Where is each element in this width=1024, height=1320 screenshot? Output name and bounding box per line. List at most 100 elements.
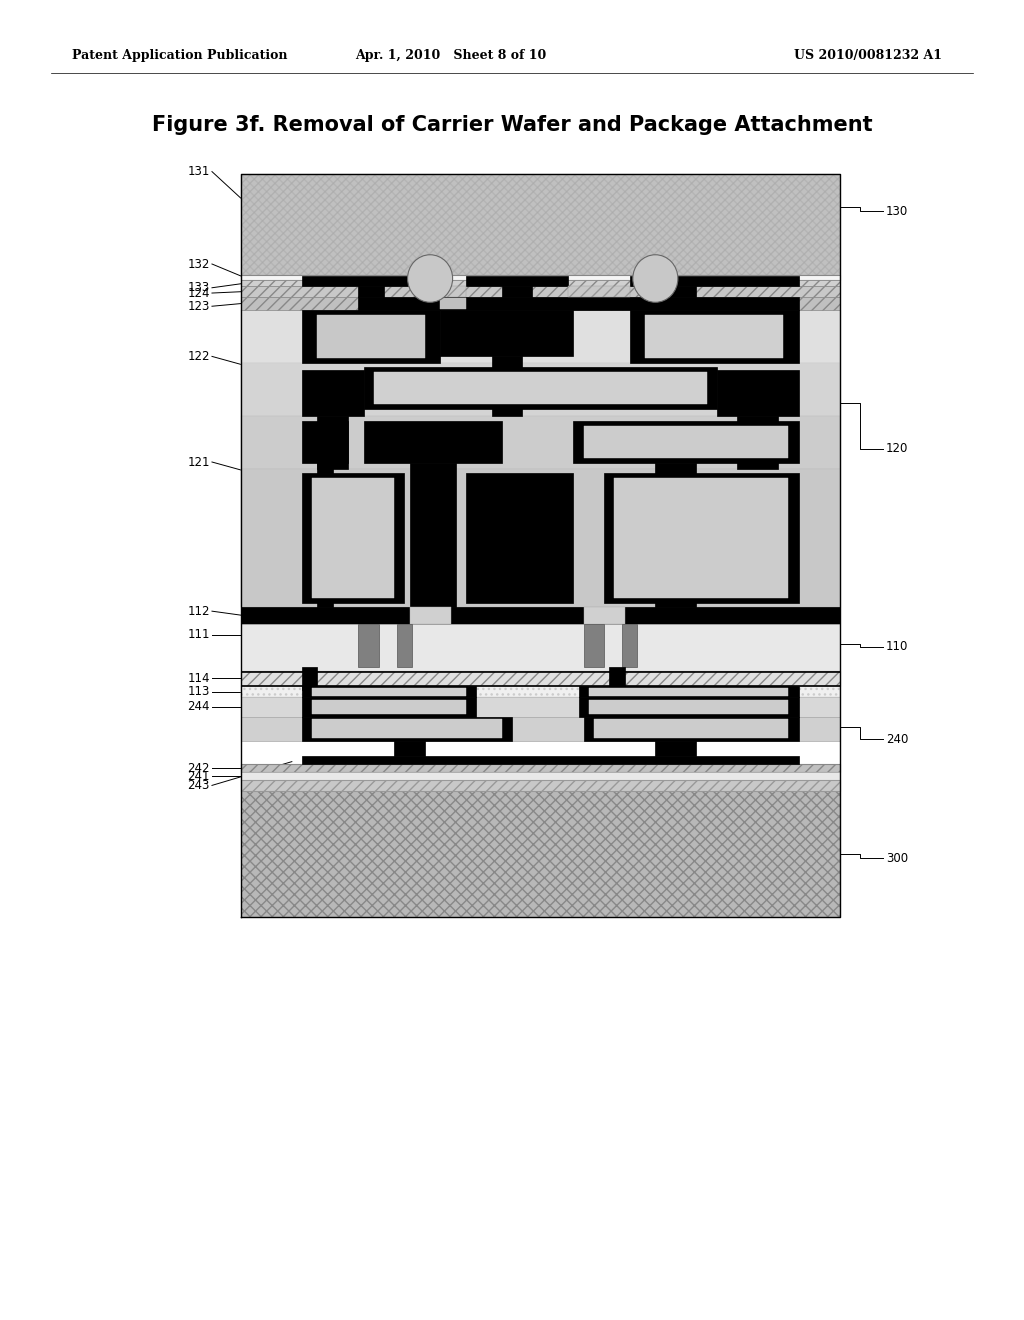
Text: 133: 133 (187, 281, 210, 294)
Text: 242: 242 (187, 762, 210, 775)
Bar (241, 310, 840, 607)
Bar (584, 624, 604, 667)
Bar (364, 367, 717, 409)
Bar (394, 741, 425, 756)
Bar (302, 310, 440, 363)
Bar (440, 298, 466, 309)
Bar (302, 370, 364, 416)
Text: 300: 300 (886, 851, 908, 865)
Bar (241, 275, 840, 280)
Bar (397, 624, 412, 667)
Bar (241, 791, 840, 917)
Bar (241, 469, 840, 607)
Bar (568, 286, 630, 297)
Text: 131: 131 (187, 165, 210, 178)
Text: 120: 120 (886, 442, 908, 455)
Bar (302, 667, 317, 690)
Bar (302, 697, 476, 717)
Bar (410, 463, 456, 607)
Ellipse shape (408, 255, 453, 302)
Bar (312, 688, 466, 696)
Text: Figure 3f. Removal of Carrier Wafer and Package Attachment: Figure 3f. Removal of Carrier Wafer and … (152, 115, 872, 136)
Text: Patent Application Publication: Patent Application Publication (72, 49, 287, 62)
Bar (614, 478, 788, 598)
Bar (241, 764, 840, 772)
Bar (241, 780, 840, 791)
Text: 243: 243 (187, 779, 210, 792)
Bar (241, 174, 840, 275)
Bar (302, 473, 404, 603)
Bar (594, 719, 788, 738)
Bar (241, 286, 840, 297)
Text: 240: 240 (886, 733, 908, 746)
Text: 124: 124 (187, 286, 210, 300)
Text: 123: 123 (187, 300, 210, 313)
Bar (584, 426, 788, 458)
Text: 110: 110 (886, 640, 908, 653)
Bar (302, 276, 440, 286)
Bar (655, 463, 696, 607)
Text: 113: 113 (187, 685, 210, 698)
Bar (502, 286, 532, 297)
Bar (241, 772, 840, 780)
Bar (579, 697, 799, 717)
Bar (604, 473, 799, 603)
Bar (466, 473, 573, 603)
Text: 244: 244 (187, 701, 210, 713)
Bar (312, 478, 394, 598)
Bar (492, 356, 522, 416)
Bar (302, 756, 799, 764)
Bar (317, 315, 425, 358)
Bar (623, 624, 637, 667)
Bar (358, 286, 384, 297)
Bar (584, 607, 625, 624)
Text: 114: 114 (187, 672, 210, 685)
Bar (440, 286, 466, 297)
Bar (364, 421, 502, 463)
Bar (241, 624, 840, 671)
Bar (241, 310, 840, 363)
Bar (312, 700, 466, 714)
Bar (317, 463, 333, 607)
Bar (717, 370, 799, 416)
Bar (241, 607, 840, 624)
Bar (573, 421, 799, 463)
Bar (589, 688, 788, 696)
Text: Apr. 1, 2010   Sheet 8 of 10: Apr. 1, 2010 Sheet 8 of 10 (355, 49, 546, 62)
Bar (589, 700, 788, 714)
Bar (302, 686, 476, 697)
Bar (358, 624, 379, 667)
Bar (241, 280, 840, 286)
Bar (666, 286, 696, 297)
Bar (440, 310, 573, 356)
Bar (655, 741, 696, 756)
Bar (630, 310, 799, 363)
Text: 132: 132 (187, 257, 210, 271)
Bar (312, 719, 502, 738)
Bar (630, 276, 799, 286)
Bar (241, 416, 840, 469)
Bar (737, 416, 778, 469)
Bar (466, 276, 568, 286)
Bar (374, 372, 707, 404)
Text: 111: 111 (187, 628, 210, 642)
Bar (584, 717, 799, 741)
Text: US 2010/0081232 A1: US 2010/0081232 A1 (794, 49, 942, 62)
Bar (302, 717, 512, 741)
Bar (302, 421, 348, 463)
Text: 122: 122 (187, 350, 210, 363)
Bar (317, 416, 348, 469)
Bar (358, 297, 799, 310)
Bar (645, 315, 783, 358)
Bar (609, 667, 625, 690)
Text: 112: 112 (187, 605, 210, 618)
Bar (241, 297, 840, 310)
Text: 130: 130 (886, 205, 908, 218)
Text: 241: 241 (187, 770, 210, 783)
Bar (241, 671, 840, 686)
Bar (241, 671, 840, 672)
Bar (241, 174, 840, 275)
Bar (241, 697, 840, 717)
Bar (241, 363, 840, 416)
Bar (241, 717, 840, 741)
